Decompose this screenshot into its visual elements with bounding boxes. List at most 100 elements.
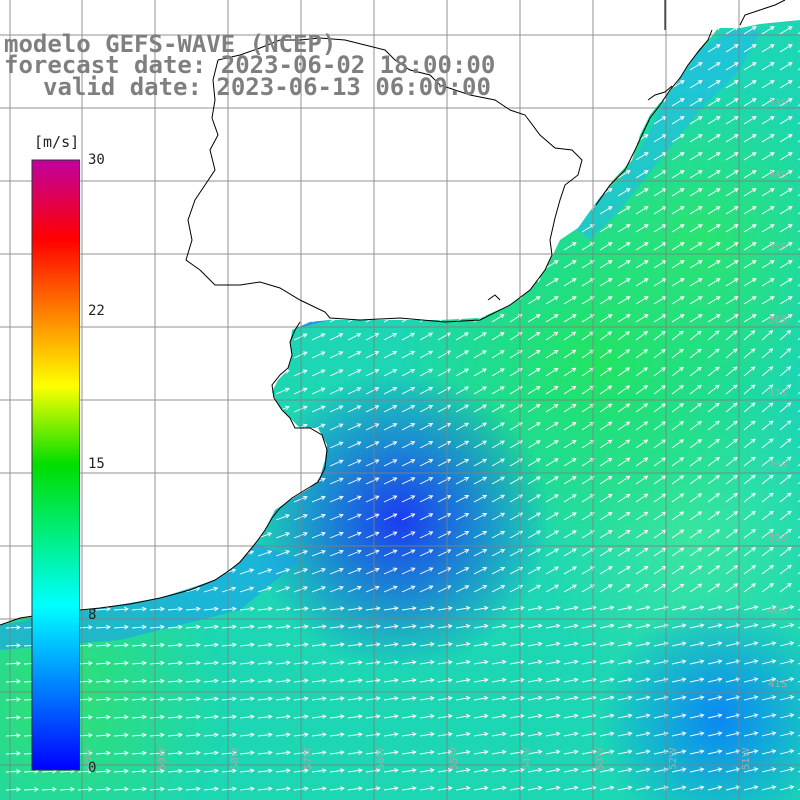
wind-arrow (437, 133, 450, 143)
wind-arrow (329, 607, 344, 611)
wind-arrow (401, 423, 415, 431)
wind-arrow-head (374, 315, 380, 320)
wind-arrow (527, 643, 542, 647)
wind-arrow-head (123, 298, 129, 303)
wind-arrow-head (715, 206, 721, 211)
wind-arrow-head (177, 442, 183, 447)
wind-arrow-head (177, 460, 183, 465)
wind-arrow-head (627, 767, 633, 773)
wind-arrow-head (429, 606, 435, 611)
wind-arrow-head (535, 422, 541, 427)
wind-arrow (419, 134, 433, 143)
wind-arrow (131, 698, 146, 701)
wind-arrow (581, 349, 594, 359)
wind-arrow-head (195, 568, 201, 574)
wind-arrow-head (320, 261, 326, 266)
wind-arrow-head (769, 44, 775, 49)
wind-arrow (761, 314, 775, 323)
wind-arrow-head (589, 385, 595, 390)
wind-arrow (113, 208, 128, 215)
wind-arrow (365, 513, 379, 521)
wind-arrow-head (643, 206, 649, 211)
wind-arrow-head (286, 786, 291, 792)
wind-arrow-head (679, 98, 685, 103)
wind-arrow-head (573, 623, 579, 629)
wind-arrow-head (159, 262, 164, 267)
wind-arrow-head (268, 768, 273, 774)
wind-arrow (779, 152, 793, 161)
wind-arrow (77, 118, 92, 125)
wind-arrow (545, 331, 558, 341)
wind-arrow-head (123, 406, 129, 412)
wind-arrow (347, 625, 362, 629)
wind-arrow (401, 369, 415, 377)
wind-arrow-head (248, 171, 254, 176)
wind-arrow-head (768, 348, 774, 353)
wind-arrow-head (302, 495, 308, 501)
wind-arrow (275, 225, 289, 233)
wind-arrow (96, 10, 109, 16)
wind-arrow-head (34, 787, 39, 792)
wind-arrow-head (176, 225, 182, 231)
wind-arrow (113, 515, 128, 521)
wind-arrow (761, 242, 775, 251)
wind-arrow (185, 608, 200, 611)
wind-arrow-head (249, 405, 254, 411)
wind-arrow-head (482, 531, 488, 536)
wind-arrow (545, 786, 560, 791)
wind-arrow (185, 644, 200, 647)
wind-arrow-head (771, 713, 777, 718)
wind-arrow (779, 330, 791, 341)
wind-arrow (527, 512, 541, 521)
lon-label-53w: 53W (595, 747, 606, 770)
wind-arrow-head (681, 641, 687, 646)
wind-arrow-head (553, 314, 559, 319)
wind-arrow-head (140, 153, 146, 159)
wind-arrow-head (553, 62, 559, 67)
wind-arrow-head (214, 714, 219, 720)
wind-arrow-head (787, 546, 792, 552)
wind-arrow-head (159, 460, 165, 466)
wind-arrow-head (105, 370, 111, 376)
wind-arrow-head (195, 370, 201, 375)
wind-arrow (653, 62, 667, 71)
wind-arrow (41, 770, 57, 773)
wind-arrow (311, 261, 325, 269)
wind-arrow (329, 787, 344, 791)
wind-arrow-head (571, 296, 577, 301)
wind-arrow-head (195, 297, 200, 303)
wind-arrow (329, 170, 343, 179)
wind-arrow-head (230, 279, 236, 284)
wind-arrow-head (266, 189, 272, 194)
wind-arrow (347, 643, 362, 647)
wind-arrow-head (715, 98, 721, 103)
wind-arrow-head (733, 206, 739, 211)
wind-arrow (275, 351, 290, 359)
wind-arrow-head (769, 528, 774, 534)
wind-arrow (725, 493, 738, 503)
wind-arrow (689, 403, 702, 413)
wind-arrow (203, 551, 218, 557)
wind-arrow (635, 314, 649, 323)
wind-arrow-head (16, 787, 21, 792)
wind-arrow (149, 680, 164, 683)
wind-arrow-head (447, 678, 453, 683)
wind-arrow (690, 9, 702, 16)
wind-arrow (743, 224, 757, 233)
wind-arrow (653, 750, 668, 755)
wind-arrow-head (338, 441, 344, 446)
wind-arrow-head (178, 624, 183, 630)
wind-arrow (329, 532, 344, 539)
wind-arrow-head (517, 60, 522, 66)
wind-arrow-head (15, 371, 21, 376)
wind-arrow-head (392, 477, 398, 482)
wind-arrow (743, 583, 756, 593)
wind-arrow (707, 330, 720, 341)
wind-arrow-head (392, 441, 398, 446)
wind-arrow (689, 278, 703, 287)
wind-arrow-head (392, 567, 398, 572)
wind-arrow (95, 208, 110, 215)
wind-arrow (545, 714, 560, 719)
wind-arrow-head (267, 550, 273, 555)
wind-arrow (725, 116, 739, 125)
